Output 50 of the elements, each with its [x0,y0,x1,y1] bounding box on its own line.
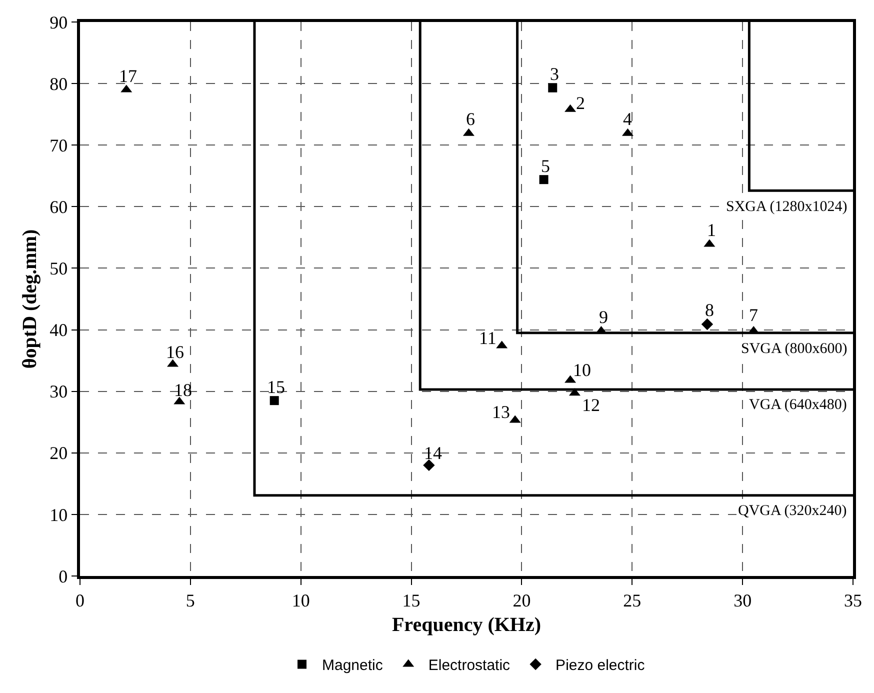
annotation: 18 [174,380,192,400]
annotation: 10 [573,360,591,380]
x-tick-label: 25 [623,590,642,610]
y-tick-label: 70 [50,135,68,156]
series-label: SXGA (1280x1024) [726,199,848,215]
x-axis-title: Frequency (KHz) [392,614,542,636]
point [548,83,558,92]
point [270,396,279,406]
y-tick-label: 90 [50,12,68,32]
annotation: 14 [424,443,442,463]
annotation: 15 [267,377,285,397]
y-tick-label: 20 [50,443,68,464]
annotation: 4 [623,109,632,129]
x-tick-label: 5 [186,590,195,610]
x-tick-label: 10 [292,590,310,610]
y-tick-label: 0 [58,566,68,586]
point [701,318,714,330]
point [423,459,435,472]
annotation: 3 [550,64,559,84]
annotation: 5 [541,156,550,176]
series-label: VGA (640x480) [749,397,847,413]
annotation: 1 [707,220,716,240]
series-label: SVGA (800x600) [741,341,848,357]
annotation: 13 [492,402,510,422]
x-tick-label: 15 [402,590,420,610]
point [539,175,548,184]
y-tick-label: 10 [50,504,68,525]
y-axis-title: θoptD (deg.mm) [19,229,42,369]
annotation: 2 [576,93,585,113]
y-tick-label: 60 [50,196,68,217]
y-tick-label: 30 [50,382,68,402]
y-tick-label: 40 [50,320,68,340]
y-tick-label: 80 [50,74,68,94]
legend-label: Electrostatic [428,657,511,674]
annotation: 12 [582,395,600,415]
annotation: 9 [599,307,608,327]
annotation: 17 [119,66,137,86]
series-label: QVGA (320x240) [738,503,847,519]
annotation: 7 [749,305,758,325]
x-tick-label: 35 [844,590,862,610]
x-tick-label: 0 [76,590,84,610]
y-tick-label: 50 [50,258,68,279]
x-tick-label: 20 [512,590,531,610]
annotation: 6 [466,109,475,129]
annotation: 11 [479,328,496,348]
annotation: 8 [705,300,714,320]
legend-label: Piezo electric [556,657,646,674]
x-tick-label: 30 [734,590,752,610]
legend-label: Magnetic [322,657,384,674]
annotation: 16 [166,342,184,362]
